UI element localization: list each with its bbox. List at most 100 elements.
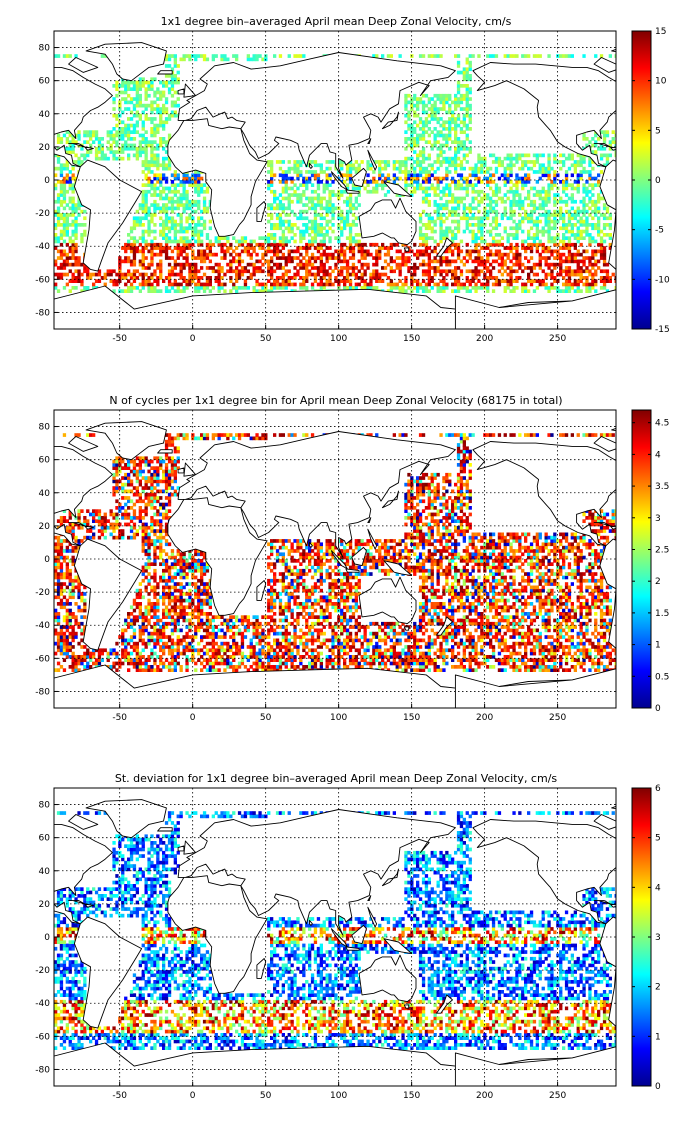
data-cell <box>471 199 475 204</box>
data-cell <box>153 246 157 250</box>
data-cell <box>325 186 329 191</box>
data-cell <box>544 219 548 224</box>
data-cell <box>185 206 189 211</box>
data-cell <box>529 209 534 214</box>
data-cell <box>535 229 539 234</box>
data-cell <box>89 276 93 280</box>
data-cell <box>459 120 464 125</box>
data-cell <box>59 216 64 221</box>
data-cell <box>497 176 502 181</box>
data-cell <box>480 163 484 168</box>
data-cell <box>445 143 449 148</box>
data-cell <box>170 216 175 221</box>
data-cell <box>389 269 393 274</box>
data-cell <box>71 219 75 224</box>
data-cell <box>491 252 496 257</box>
data-cell <box>100 54 104 58</box>
data-cell <box>585 289 589 293</box>
data-cell <box>325 223 329 227</box>
data-cell <box>59 189 64 194</box>
data-cell <box>524 668 528 672</box>
data-cell <box>249 665 253 669</box>
data-cell <box>308 242 312 247</box>
data-cell <box>363 242 367 247</box>
data-cell <box>54 246 58 250</box>
data-cell <box>509 54 513 58</box>
data-cell <box>439 226 443 231</box>
data-cell <box>68 186 72 191</box>
data-cell <box>188 246 192 250</box>
data-cell <box>524 183 528 187</box>
data-cell <box>127 100 131 105</box>
data-cell <box>465 276 469 280</box>
data-cell <box>194 183 198 187</box>
data-cell <box>480 259 484 264</box>
data-cell <box>167 206 172 211</box>
data-cell <box>503 289 507 293</box>
data-cell <box>413 140 417 144</box>
data-cell <box>328 282 332 287</box>
data-cell <box>564 236 569 240</box>
data-cell <box>278 266 283 270</box>
data-cell <box>378 661 382 666</box>
data-cell <box>153 213 157 217</box>
data-cell <box>518 223 522 227</box>
data-cell <box>144 661 148 666</box>
data-cell <box>220 282 224 287</box>
data-cell <box>150 100 154 105</box>
data-cell <box>322 282 326 287</box>
data-cell <box>404 160 408 164</box>
data-cell <box>340 189 344 194</box>
data-cell <box>340 242 344 247</box>
data-cell <box>462 186 466 191</box>
data-cell <box>573 170 577 174</box>
data-cell <box>456 242 461 247</box>
data-cell <box>156 262 160 267</box>
panel-2: N of cycles per 1x1 degree bin for April… <box>35 394 669 723</box>
data-cell <box>71 196 75 201</box>
data-cell <box>360 286 364 290</box>
data-cell <box>383 272 388 277</box>
data-cell <box>451 100 455 105</box>
data-cell <box>167 80 172 85</box>
data-cell <box>270 170 274 174</box>
data-cell <box>334 266 338 270</box>
data-cell <box>331 658 335 662</box>
data-cell <box>310 223 315 227</box>
data-cell <box>448 160 452 164</box>
data-cell <box>375 180 379 184</box>
data-cell <box>138 113 142 118</box>
data-cell <box>191 256 195 260</box>
data-cell <box>308 665 312 669</box>
data-cell <box>77 661 81 666</box>
data-cell <box>509 180 513 184</box>
data-cell <box>541 249 545 254</box>
data-cell <box>310 203 315 207</box>
data-cell <box>348 173 353 178</box>
data-cell <box>270 166 274 171</box>
data-cell <box>471 269 475 274</box>
data-cell <box>494 189 499 194</box>
data-cell <box>138 133 142 138</box>
data-cell <box>191 262 195 267</box>
data-cell <box>599 153 604 158</box>
data-cell <box>345 266 350 270</box>
data-cell <box>176 183 180 187</box>
data-cell <box>591 262 595 267</box>
data-cell <box>605 279 610 283</box>
data-cell <box>489 153 493 158</box>
data-cell <box>459 160 464 164</box>
data-cell <box>270 206 274 211</box>
data-cell <box>562 269 566 274</box>
data-cell <box>553 249 557 254</box>
data-cell <box>448 163 452 168</box>
data-cell <box>310 239 315 244</box>
data-cell <box>305 242 309 247</box>
data-cell <box>527 166 531 171</box>
data-cell <box>430 249 434 254</box>
data-cell <box>54 282 58 287</box>
data-cell <box>305 226 309 231</box>
data-cell <box>159 163 163 168</box>
data-cell <box>162 223 166 227</box>
